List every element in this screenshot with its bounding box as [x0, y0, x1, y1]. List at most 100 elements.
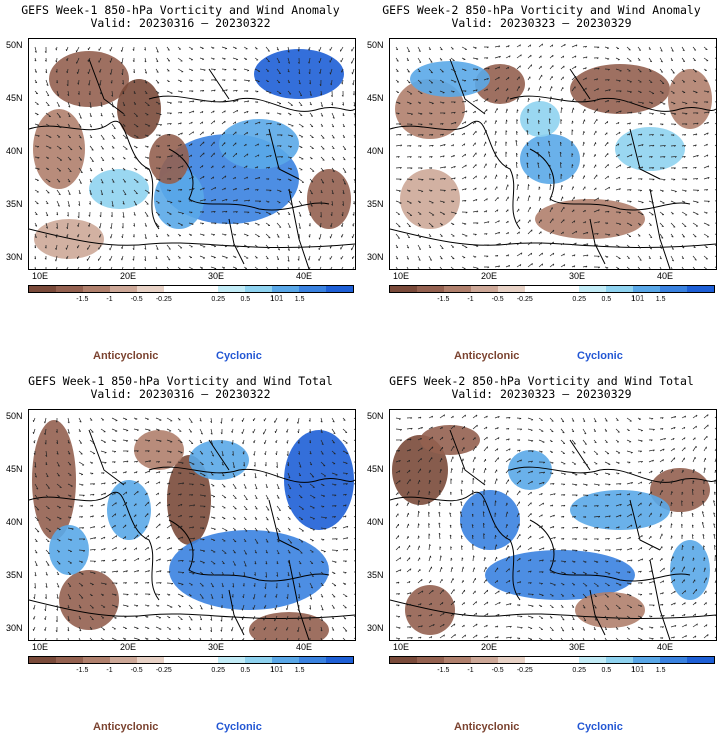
colorbar-tick-label: -0.25	[155, 667, 172, 674]
vorticity-area	[167, 455, 211, 545]
vorticity-area	[154, 169, 204, 229]
lon-label: 40E	[296, 271, 313, 281]
lat-label: 30N	[6, 623, 23, 633]
panel-title: GEFS Week-1 850-hPa Vorticity and Wind A…	[21, 3, 340, 17]
colorbar-swatch	[110, 286, 137, 292]
colorbar-swatch	[471, 286, 498, 292]
vorticity-area	[615, 127, 685, 171]
coastline	[589, 559, 671, 640]
colorbar-tick-label: -1	[467, 667, 474, 674]
colorbar	[389, 285, 715, 293]
lon-label: 10E	[32, 271, 49, 281]
scale-note: 101	[270, 294, 284, 303]
lat-label: 50N	[367, 40, 384, 50]
lat-label: 50N	[6, 411, 23, 421]
coastline	[29, 120, 160, 230]
vorticity-area	[307, 169, 351, 229]
vorticity-area	[134, 430, 184, 470]
lat-label: 40N	[6, 517, 23, 527]
wind-vectors	[395, 414, 716, 640]
colorbar-tick-label: -0.25	[155, 296, 172, 303]
scale-note: 101	[631, 294, 645, 303]
legend-anticyclonic: Anticyclonic	[454, 721, 520, 733]
lat-label: 40N	[367, 517, 384, 527]
vorticity-area	[460, 490, 520, 550]
colorbar-swatch	[579, 657, 606, 663]
coastline	[390, 491, 521, 601]
colorbar-swatch	[390, 657, 417, 663]
lon-label: 10E	[32, 642, 49, 652]
legend-anticyclonic: Anticyclonic	[93, 350, 159, 362]
coastline	[390, 228, 716, 249]
lat-label: 30N	[367, 252, 384, 262]
colorbar-tick-label: 1	[631, 667, 636, 674]
panel-title: GEFS Week-2 850-hPa Vorticity and Wind T…	[389, 374, 694, 388]
vorticity-area	[33, 109, 85, 189]
coastline	[509, 95, 716, 112]
colorbar-tick-label: -1.5	[76, 296, 89, 303]
lon-label: 10E	[393, 271, 410, 281]
colorbar-tick-label: -1.5	[76, 667, 89, 674]
colorbar-swatch	[525, 657, 552, 663]
lat-label: 50N	[6, 40, 23, 50]
vorticity-map	[389, 409, 717, 641]
colorbar-tick-label: 1.5	[294, 296, 305, 303]
colorbar-tick-label: 1	[270, 667, 275, 674]
coastline	[529, 519, 691, 582]
colorbar-swatch	[164, 286, 191, 292]
lon-label: 30E	[569, 642, 586, 652]
colorbar-swatch	[687, 657, 714, 663]
vorticity-area	[169, 530, 329, 610]
lat-label: 30N	[367, 623, 384, 633]
lon-label: 30E	[208, 642, 225, 652]
colorbar-swatch	[164, 657, 191, 663]
colorbar-tick-label: -1	[467, 296, 474, 303]
lat-label: 30N	[6, 252, 23, 262]
lat-label: 50N	[367, 411, 384, 421]
colorbar-tick-label: -0.5	[491, 296, 504, 303]
legend-cyclonic: Cyclonic	[216, 721, 262, 733]
colorbar-swatch	[191, 286, 218, 292]
coastline	[148, 466, 355, 483]
panel-title: GEFS Week-1 850-hPa Vorticity and Wind T…	[28, 374, 333, 388]
lon-label: 10E	[393, 642, 410, 652]
colorbar-swatch	[498, 657, 525, 663]
vorticity-area	[670, 540, 710, 600]
vorticity-area	[59, 570, 119, 630]
vorticity-area	[520, 101, 560, 137]
lat-label: 40N	[6, 146, 23, 156]
panel-valid-dates: Valid: 20230323 – 20230329	[451, 387, 632, 401]
coastline	[29, 599, 355, 620]
lon-label: 20E	[481, 642, 498, 652]
colorbar-tick-label: -0.5	[491, 667, 504, 674]
coastline	[589, 188, 671, 269]
coastline	[228, 188, 310, 269]
wind-vectors	[34, 46, 355, 269]
colorbar-swatch	[83, 657, 110, 663]
vorticity-area	[32, 420, 76, 540]
coastline	[148, 95, 355, 112]
colorbar-tick-label: 0.25	[572, 667, 586, 674]
colorbar-tick-label: 0.25	[572, 296, 586, 303]
lat-label: 45N	[6, 93, 23, 103]
colorbar-tick-label: -0.25	[516, 667, 533, 674]
coastline	[390, 120, 521, 230]
vorticity-area	[189, 440, 249, 480]
colorbar-swatch	[552, 286, 579, 292]
vorticity-area	[570, 490, 670, 530]
colorbar-tick-label: -0.25	[516, 296, 533, 303]
colorbar	[28, 285, 354, 293]
lon-label: 40E	[657, 642, 674, 652]
colorbar-swatch	[606, 657, 633, 663]
lon-label: 30E	[569, 271, 586, 281]
colorbar-swatch	[525, 286, 552, 292]
vorticity-area	[254, 49, 344, 99]
colorbar-swatch	[326, 657, 353, 663]
colorbar-swatch	[390, 286, 417, 292]
lat-label: 45N	[6, 464, 23, 474]
colorbar-swatch	[245, 657, 272, 663]
colorbar-tick-label: -1	[106, 296, 113, 303]
coastline	[509, 466, 716, 483]
colorbar-swatch	[579, 286, 606, 292]
colorbar-swatch	[110, 657, 137, 663]
